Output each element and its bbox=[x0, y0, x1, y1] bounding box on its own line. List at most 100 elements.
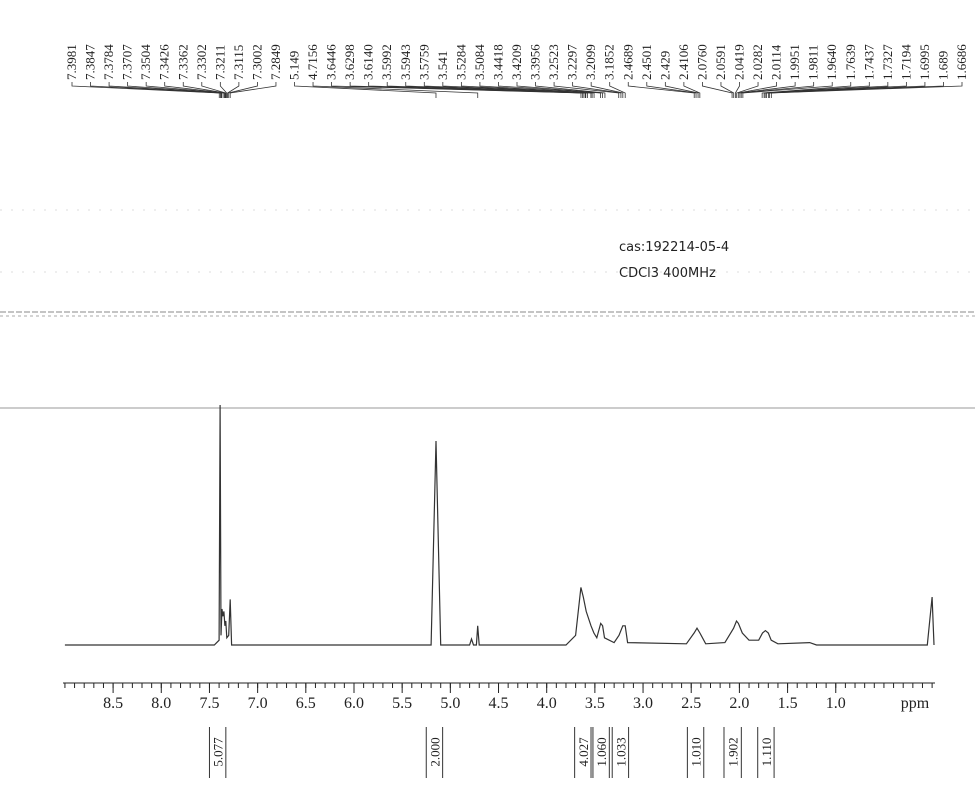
peak-leader bbox=[736, 82, 759, 98]
peak-leader bbox=[572, 82, 622, 98]
peak-label: 2.0282 bbox=[750, 44, 765, 80]
peak-leader bbox=[590, 82, 624, 98]
peak-label: 7.3115 bbox=[231, 45, 246, 80]
integral-label: 4.027 bbox=[576, 737, 591, 767]
peak-label: 2.4689 bbox=[620, 44, 635, 80]
peak-label: 1.7437 bbox=[861, 44, 876, 80]
peak-label: 7.3504 bbox=[138, 44, 153, 80]
peak-label: 1.6686 bbox=[954, 44, 969, 80]
x-tick-label: 6.5 bbox=[296, 695, 316, 712]
peak-label: 2.0591 bbox=[713, 44, 728, 80]
peak-label: 1.7639 bbox=[843, 44, 858, 80]
peak-label: 3.5992 bbox=[379, 44, 394, 80]
peak-leader bbox=[742, 82, 833, 98]
peak-label: 7.3426 bbox=[157, 44, 172, 80]
peak-label: 1.9640 bbox=[824, 44, 839, 80]
peak-label: 7.3002 bbox=[249, 44, 264, 80]
peak-leader bbox=[516, 82, 603, 98]
peak-leader bbox=[737, 82, 777, 98]
x-tick-label: 5.5 bbox=[392, 695, 412, 712]
peak-leader bbox=[294, 82, 437, 98]
x-tick-label: 2.5 bbox=[681, 695, 701, 712]
x-tick-label: 8.0 bbox=[151, 695, 171, 712]
peak-leader bbox=[219, 82, 228, 98]
peak-leader bbox=[498, 82, 601, 98]
peak-leader bbox=[609, 82, 626, 98]
peak-label: 7.3362 bbox=[175, 44, 190, 80]
peak-leader bbox=[108, 82, 222, 98]
peak-leader bbox=[761, 82, 852, 98]
peak-leader bbox=[763, 82, 870, 98]
integral-label: 2.000 bbox=[427, 737, 442, 766]
peak-label: 7.3847 bbox=[83, 44, 98, 80]
peak-leader bbox=[734, 82, 740, 98]
peak-label: 3.2523 bbox=[546, 44, 561, 80]
x-tick-label: 3.5 bbox=[585, 695, 605, 712]
peak-leader bbox=[627, 82, 695, 98]
peak-label: 2.0419 bbox=[732, 44, 747, 80]
peak-label: 1.9811 bbox=[806, 45, 821, 80]
peak-leader bbox=[145, 82, 225, 98]
integral-label: 1.110 bbox=[759, 738, 774, 767]
peak-leader bbox=[770, 82, 963, 98]
peak-label: 3.3956 bbox=[528, 44, 543, 80]
x-tick-label: 7.0 bbox=[248, 695, 268, 712]
peak-leader bbox=[766, 82, 907, 98]
x-tick-label: 4.5 bbox=[489, 695, 509, 712]
spectrum-line bbox=[64, 404, 935, 646]
peak-leader bbox=[740, 82, 815, 98]
peak-label: 7.3981 bbox=[64, 44, 79, 80]
peak-label: 1.7327 bbox=[880, 44, 895, 80]
peak-label: 1.9951 bbox=[787, 44, 802, 80]
peak-leader bbox=[405, 82, 587, 98]
x-tick-label: 6.0 bbox=[344, 695, 364, 712]
peak-label: 4.7156 bbox=[305, 44, 320, 80]
peak-label: 1.6995 bbox=[917, 44, 932, 80]
peak-label: 3.6298 bbox=[342, 44, 357, 80]
peak-leader bbox=[683, 82, 701, 98]
peak-leader bbox=[164, 82, 226, 98]
peak-label: 2.4501 bbox=[639, 44, 654, 80]
peak-label: 3.5284 bbox=[453, 44, 468, 80]
peak-label: 7.2849 bbox=[268, 44, 283, 80]
x-tick-label: 2.0 bbox=[729, 695, 749, 712]
peak-label: 3.2099 bbox=[583, 44, 598, 80]
peak-label: 2.0760 bbox=[694, 44, 709, 80]
peak-label: 7.3784 bbox=[101, 44, 116, 80]
peak-label: 1.689 bbox=[935, 51, 950, 80]
peak-label: 3.4418 bbox=[490, 44, 505, 80]
annotation: cas:192214-05-4 bbox=[619, 240, 729, 255]
peak-leader bbox=[423, 82, 588, 98]
peak-leader bbox=[442, 82, 592, 98]
integral-label: 1.010 bbox=[689, 737, 704, 766]
peak-leader bbox=[227, 82, 240, 98]
peak-label: 7.3707 bbox=[120, 44, 135, 80]
peak-label: 3.541 bbox=[435, 51, 450, 80]
x-tick-label: 4.0 bbox=[537, 695, 557, 712]
peak-leader bbox=[460, 82, 593, 98]
peak-leader bbox=[664, 82, 699, 98]
peak-label: 7.3211 bbox=[212, 45, 227, 80]
integral-label: 1.060 bbox=[594, 737, 609, 766]
peak-label: 2.0114 bbox=[769, 44, 784, 80]
peak-label: 3.5759 bbox=[416, 44, 431, 80]
x-tick-label: 1.0 bbox=[826, 695, 846, 712]
peak-leader bbox=[702, 82, 733, 98]
integral-label: 5.077 bbox=[211, 737, 226, 767]
peak-label: 3.1852 bbox=[602, 44, 617, 80]
peak-leader bbox=[553, 82, 620, 98]
annotation: CDCl3 400MHz bbox=[619, 266, 716, 281]
peak-label: 3.5943 bbox=[398, 44, 413, 80]
x-tick-label: 1.5 bbox=[778, 695, 798, 712]
x-axis-label: ppm bbox=[901, 695, 930, 712]
peak-label: 3.4209 bbox=[509, 44, 524, 80]
x-tick-label: 5.0 bbox=[440, 695, 460, 712]
peak-leader bbox=[201, 82, 227, 98]
peak-leader bbox=[535, 82, 606, 98]
peak-label: 3.6446 bbox=[324, 44, 339, 80]
integral-label: 1.902 bbox=[726, 737, 741, 766]
peak-leader bbox=[90, 82, 221, 98]
peak-leader bbox=[127, 82, 223, 98]
peak-leader bbox=[739, 82, 796, 98]
